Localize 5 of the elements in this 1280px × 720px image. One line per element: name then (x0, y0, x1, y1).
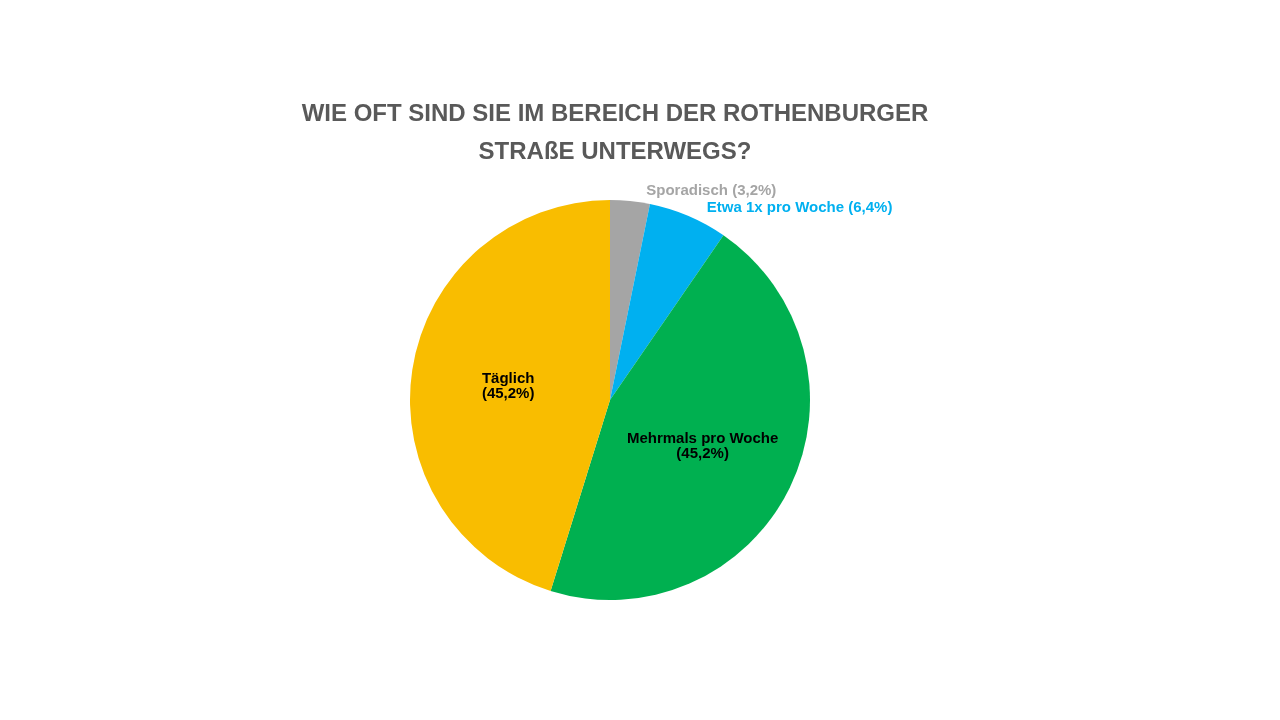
slice-label: Sporadisch (3,2%) (646, 180, 777, 198)
slice-label: Mehrmals pro Woche (626, 429, 779, 447)
chart-title: WIE OFT SIND SIE IM BEREICH DER ROTHENBURGER STRAßE UNTERWEGS? (301, 98, 929, 164)
slice-label: Etwa 1x pro Woche (6,4%) (706, 197, 893, 215)
slice-label: Täglich (481, 368, 535, 386)
